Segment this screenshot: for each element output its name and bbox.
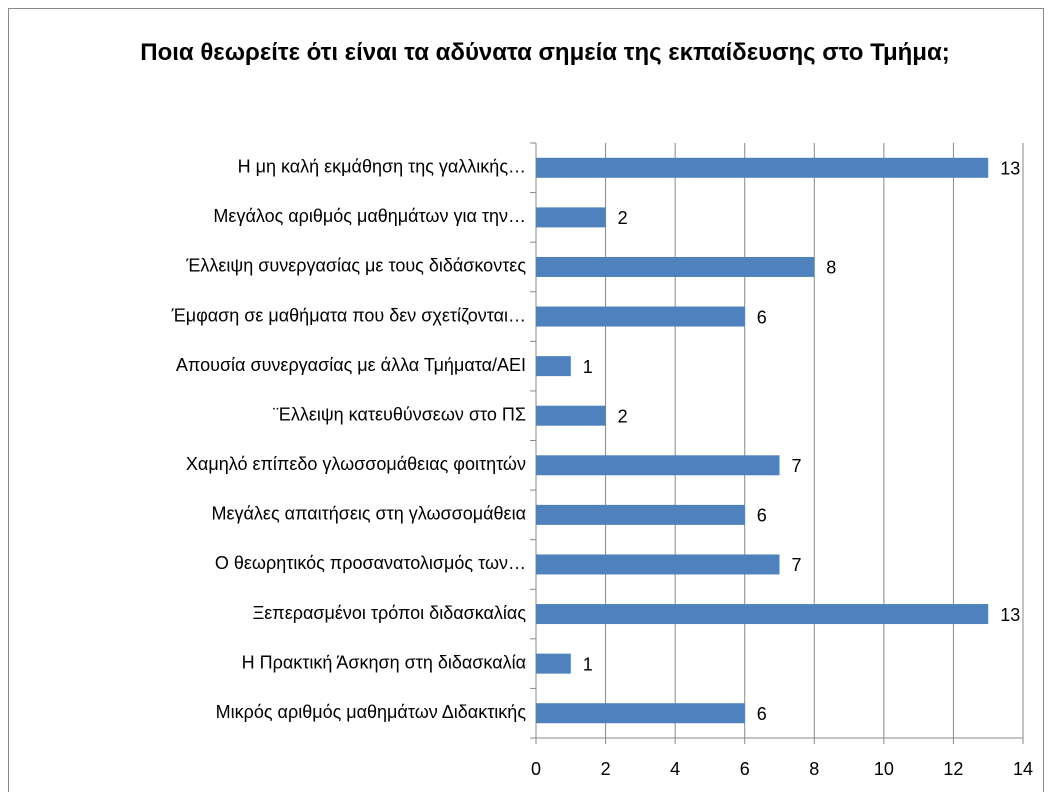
bar <box>536 356 571 377</box>
y-tick-label: Χαμηλό επίπεδο γλωσσομάθειας φοιτητών <box>186 454 526 474</box>
y-tick-label: Ξεπερασμένοι τρόποι διδασκαλίας <box>253 603 527 623</box>
bar <box>536 604 989 625</box>
y-tick-label: Μικρός αριθμός μαθημάτων Διδακτικής <box>216 702 527 722</box>
y-tick-label: Μεγάλος αριθμός μαθημάτων για την… <box>213 206 526 226</box>
chart-title: Ποια θεωρείτε ότι είναι τα αδύνατα σημεί… <box>140 39 950 66</box>
bar <box>536 504 745 525</box>
y-tick-label: Έμφαση σε μαθήματα που δεν σχετίζονται… <box>171 305 526 325</box>
bar <box>536 306 745 327</box>
bar <box>536 405 606 426</box>
data-label: 6 <box>757 704 767 724</box>
x-tick-label: 10 <box>874 759 894 779</box>
data-label: 13 <box>1000 159 1020 179</box>
y-tick-label: Απουσία συνεργασίας με άλλα Τμήματα/ΑΕΙ <box>176 355 526 375</box>
y-tick-label: ¨Ελλειψη κατευθύνσεων στο ΠΣ <box>273 404 526 424</box>
y-tick-label: Η Πρακτική Άσκηση στη διδασκαλία <box>242 652 526 672</box>
data-label: 8 <box>826 258 836 278</box>
bar <box>536 157 989 178</box>
x-tick-label: 12 <box>943 759 963 779</box>
y-tick-label: Μεγάλες απαιτήσεις στη γλωσσομάθεια <box>212 504 527 524</box>
bar <box>536 554 780 575</box>
x-tick-label: 4 <box>670 759 680 779</box>
y-tick-label: Η μη καλή εκμάθηση της γαλλικής… <box>238 157 526 177</box>
x-tick-label: 14 <box>1013 759 1033 779</box>
data-label: 2 <box>618 208 628 228</box>
y-tick-label: Ο θεωρητικός προσανατολισμός των… <box>215 553 526 573</box>
x-tick-label: 0 <box>531 759 541 779</box>
bar <box>536 455 780 476</box>
data-label: 7 <box>792 555 802 575</box>
data-label: 2 <box>618 406 628 426</box>
x-tick-label: 2 <box>601 759 611 779</box>
chart-border <box>8 8 1044 792</box>
data-label: 13 <box>1000 605 1020 625</box>
bar <box>536 207 606 228</box>
x-tick-label: 6 <box>740 759 750 779</box>
bar <box>536 703 745 724</box>
bar <box>536 653 571 674</box>
bar <box>536 256 815 277</box>
data-label: 7 <box>792 456 802 476</box>
data-label: 1 <box>583 654 593 674</box>
data-label: 6 <box>757 307 767 327</box>
x-tick-label: 8 <box>809 759 819 779</box>
data-label: 1 <box>583 357 593 377</box>
data-label: 6 <box>757 506 767 526</box>
y-tick-label: Έλλειψη συνεργασίας με τους διδάσκοντες <box>185 256 526 276</box>
